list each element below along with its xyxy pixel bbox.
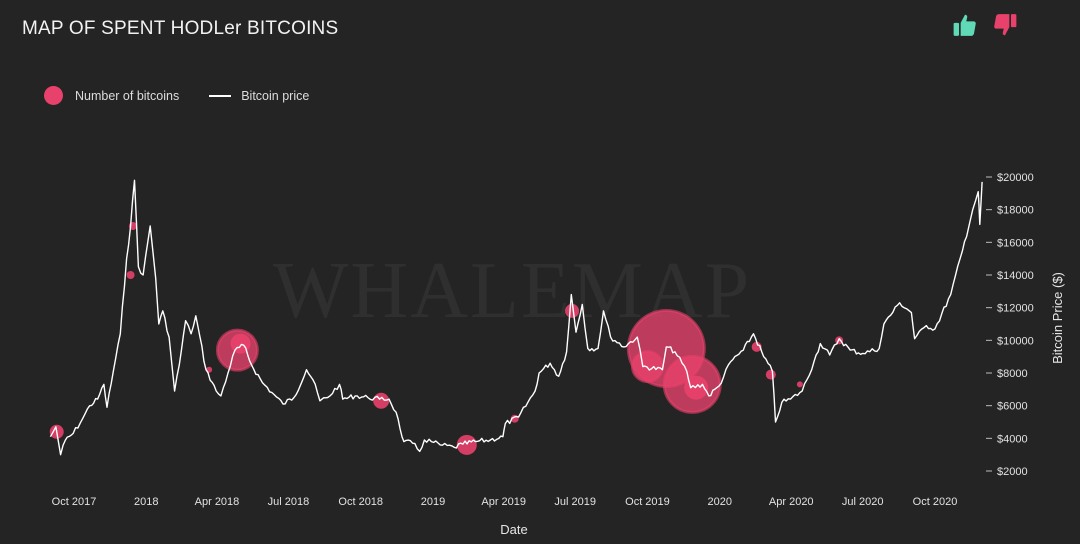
bubble-swatch-icon	[44, 86, 63, 105]
x-tick-label: 2019	[421, 496, 445, 508]
y-tick-label: $2000	[997, 466, 1028, 478]
x-axis: Oct 2017 2018 Apr 2018 Jul 2018 Oct 2018 2019…	[52, 496, 958, 508]
x-tick-label: Oct 2018	[338, 496, 383, 508]
line-swatch-icon	[209, 94, 232, 97]
bubble-point[interactable]	[230, 333, 251, 354]
price-line-layer	[49, 179, 983, 456]
legend-label-price: Bitcoin price	[241, 88, 310, 103]
x-tick-label: Jul 2019	[554, 496, 596, 508]
x-tick-label: Jul 2018	[268, 496, 310, 508]
thumbs-up-icon[interactable]	[952, 12, 978, 38]
bubble-point[interactable]	[796, 381, 803, 388]
y-tick-label: $18000	[997, 205, 1034, 217]
y-tick-label: $8000	[997, 368, 1028, 380]
feedback-buttons	[952, 12, 1018, 38]
y-axis: $2000 $4000 $6000 $8000 $10000 $12000 $14000 $1…	[986, 172, 1034, 478]
x-axis-title: Date	[500, 522, 527, 537]
y-tick-label: $20000	[997, 172, 1034, 184]
y-tick-label: $12000	[997, 303, 1034, 315]
x-tick-label: 2018	[134, 496, 158, 508]
x-tick-label: Oct 2020	[913, 496, 958, 508]
y-tick-label: $6000	[997, 401, 1028, 413]
x-tick-label: Oct 2017	[52, 496, 97, 508]
x-tick-label: Apr 2019	[481, 496, 526, 508]
legend-item-price[interactable]: Bitcoin price	[209, 89, 309, 103]
bubble-point[interactable]	[565, 303, 580, 318]
thumbs-down-icon[interactable]	[992, 12, 1018, 38]
x-tick-label: Apr 2020	[769, 496, 814, 508]
x-tick-label: Jul 2020	[842, 496, 884, 508]
page-title: MAP OF SPENT HODLer BITCOINS	[22, 18, 339, 39]
price-line	[49, 179, 983, 456]
x-tick-label: Apr 2018	[195, 496, 240, 508]
y-axis-title: Bitcoin Price ($)	[1050, 272, 1065, 364]
bubble-point[interactable]	[751, 341, 762, 352]
bubble-point[interactable]	[456, 434, 477, 455]
legend-label-bitcoins: Number of bitcoins	[75, 88, 180, 103]
y-tick-label: $14000	[997, 270, 1034, 282]
bubble-point[interactable]	[126, 271, 135, 279]
bubble-point[interactable]	[765, 369, 776, 380]
y-tick-label: $4000	[997, 433, 1028, 445]
x-tick-label: 2020	[708, 496, 732, 508]
legend-item-bitcoins[interactable]: Number of bitcoins	[44, 86, 179, 105]
y-tick-label: $16000	[997, 237, 1034, 249]
y-tick-label: $10000	[997, 335, 1034, 347]
x-tick-label: Oct 2019	[625, 496, 670, 508]
chart-legend: Number of bitcoins Bitcoin price	[44, 86, 339, 105]
